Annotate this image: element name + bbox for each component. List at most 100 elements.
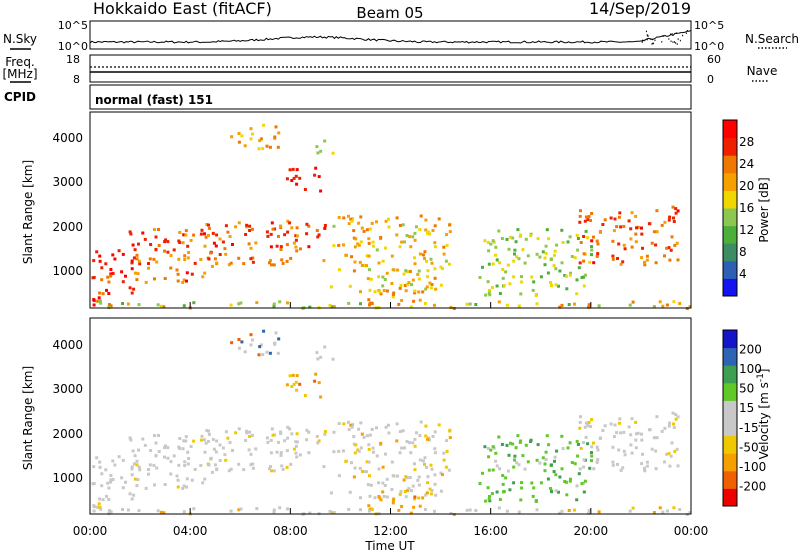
power-cell	[434, 287, 438, 291]
power-cell	[612, 229, 616, 233]
power-cell	[156, 303, 160, 307]
velocity-cell	[213, 463, 217, 467]
power-cell	[584, 229, 588, 233]
velocity-cell	[430, 489, 434, 492]
colorbar-tick-label: 50	[739, 382, 754, 396]
velocity-cell	[286, 425, 290, 429]
velocity-cell	[573, 462, 577, 466]
power-cell	[124, 274, 127, 278]
velocity-cell	[500, 443, 504, 446]
velocity-cell	[550, 490, 554, 494]
power-cell	[99, 301, 103, 305]
power-cell	[570, 255, 574, 258]
power-cell	[275, 244, 279, 248]
nave-label: Nave	[747, 64, 778, 78]
power-cell	[417, 277, 421, 281]
power-cell	[586, 236, 590, 240]
velocity-cell	[277, 440, 280, 444]
velocity-cell	[488, 495, 491, 498]
velocity-cell	[367, 504, 371, 508]
power-cell	[411, 235, 415, 239]
power-cell	[269, 232, 273, 236]
power-cell	[640, 226, 643, 230]
power-cell	[370, 221, 374, 225]
velocity-cell	[596, 458, 600, 462]
velocity-cell	[316, 357, 320, 361]
power-cell	[367, 298, 371, 302]
velocity-cell	[268, 351, 272, 355]
power-cell	[488, 289, 491, 292]
velocity-cell	[237, 338, 241, 341]
velocity-cell	[175, 474, 179, 478]
power-cell	[498, 261, 502, 265]
velocity-cell	[650, 447, 654, 451]
velocity-cell	[113, 463, 117, 467]
velocity-cell	[387, 423, 390, 427]
colorbar-tick-label: 12	[739, 223, 754, 237]
power-cell	[654, 243, 658, 247]
power-cell	[474, 303, 478, 306]
velocity-cell	[365, 470, 368, 474]
velocity-cell	[665, 509, 669, 513]
velocity-cell	[285, 465, 289, 469]
power-cell	[654, 261, 658, 265]
power-cell	[187, 251, 191, 254]
colorbar-cell	[723, 365, 737, 384]
velocity-cell	[391, 474, 395, 478]
power-cell	[513, 248, 517, 252]
power-cell	[413, 238, 417, 242]
power-cell	[423, 302, 427, 305]
freq-label: Freq.	[5, 55, 35, 69]
power-cell	[430, 283, 434, 286]
power-cell	[622, 243, 626, 247]
power-cell	[385, 289, 389, 293]
power-cell	[486, 280, 490, 284]
velocity-cell	[307, 430, 311, 434]
velocity-cell	[349, 423, 353, 427]
x-tick-label: 20:00	[574, 524, 609, 538]
velocity-cell	[265, 436, 269, 440]
velocity-cell	[377, 481, 381, 485]
velocity-cell	[557, 490, 560, 494]
power-cell	[391, 293, 395, 297]
power-cell	[292, 241, 296, 245]
power-cell	[442, 245, 446, 249]
velocity-cell	[501, 482, 505, 486]
velocity-cell	[259, 343, 263, 347]
velocity-cell	[433, 482, 437, 486]
power-cell	[245, 223, 249, 227]
velocity-cell	[416, 478, 420, 482]
power-cell	[154, 235, 158, 239]
power-cell	[181, 281, 185, 284]
power-cell	[381, 259, 385, 263]
power-cell	[133, 248, 137, 252]
power-cell	[596, 242, 600, 246]
velocity-cell	[144, 486, 148, 490]
power-cell	[261, 147, 265, 151]
nsearch-label: N.Search	[745, 32, 799, 46]
velocity-cell	[671, 411, 675, 415]
colorbar-cell	[723, 172, 737, 191]
power-cell	[274, 125, 278, 129]
power-cell	[268, 145, 272, 149]
velocity-cell	[576, 454, 580, 458]
power-cell	[501, 276, 505, 280]
power-cell	[563, 274, 567, 277]
power-cell	[316, 151, 320, 155]
power-cell	[163, 277, 167, 280]
velocity-cell	[251, 338, 254, 342]
power-cell	[566, 240, 570, 244]
power-cell	[424, 218, 428, 222]
power-cell	[582, 259, 586, 263]
velocity-cell	[402, 478, 406, 482]
power-cell	[359, 240, 363, 244]
velocity-cell	[286, 436, 290, 440]
noise-search-dot	[645, 30, 647, 33]
colorbar-cell	[723, 208, 737, 227]
power-cell	[251, 132, 254, 136]
velocity-cell	[595, 460, 599, 464]
colorbar-tick-label: 20	[739, 179, 754, 193]
cpid-panel-frame	[89, 84, 692, 110]
velocity-cell	[107, 486, 111, 490]
velocity-cell	[348, 490, 352, 494]
